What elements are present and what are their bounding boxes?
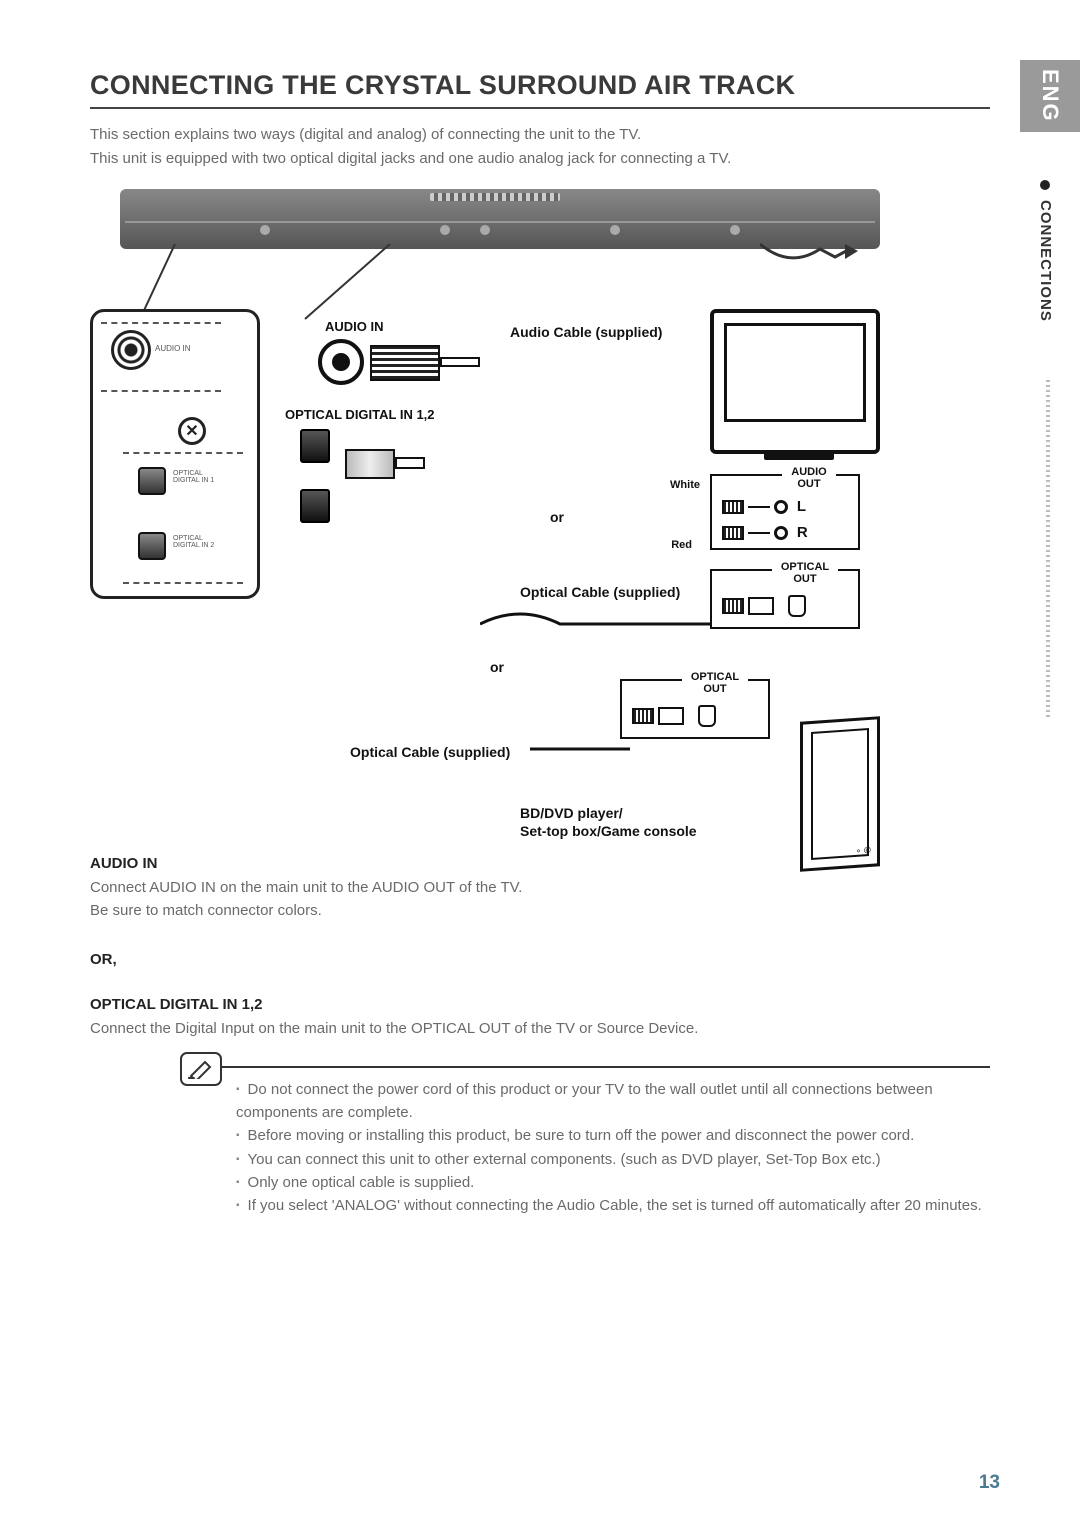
optical-jack-icon [698,705,716,727]
rca-plug-icon [370,345,440,381]
rca-jack-icon [774,500,788,514]
white-label: White [670,479,700,491]
optical-out-row [632,705,758,727]
channel-l-label: L [797,498,806,515]
note-item: Before moving or installing this product… [236,1124,990,1147]
page-title: CONNECTING THE CRYSTAL SURROUND AIR TRAC… [90,70,990,109]
rca-plug-icon [722,500,744,514]
optical-port-icon [300,489,330,523]
settop-box-illustration: ∘ ⦾ [800,716,880,872]
optical-cable-label-2: Optical Cable (supplied) [350,744,510,760]
section-bullet-icon [1040,180,1050,190]
panel-optical-1-label: OPTICALDIGITAL IN 1 [173,470,214,484]
intro-text: This section explains two ways (digital … [90,123,990,171]
optical-connector-icon [748,597,774,615]
note-item: You can connect this unit to other exter… [236,1148,990,1171]
tv-illustration [710,309,880,454]
audio-out-box: AUDIO OUT L R [710,474,860,550]
optical-out-row [722,595,848,617]
device-label: BD/DVD player/ Set-top box/Game console [520,804,697,840]
optical-plug-icon [632,708,654,724]
optical-connector-icon [658,707,684,725]
note-icon [180,1052,222,1086]
optical-plug-icon [345,449,395,479]
note-list: Do not connect the power cord of this pr… [236,1078,990,1218]
audio-in-body-1: Connect AUDIO IN on the main unit to the… [90,879,522,896]
language-tab: ENG [1020,60,1080,132]
rca-tip-icon [440,357,480,367]
channel-r-label: R [797,524,808,541]
panel-optical-port-2 [138,532,166,560]
note-block: Do not connect the power cord of this pr… [180,1066,990,1218]
panel-x-icon: ✕ [178,417,206,445]
soundbar-illustration [120,189,880,249]
rca-jack-icon [774,526,788,540]
audio-in-label: AUDIO IN [325,319,384,334]
audio-out-label: AUDIO OUT [782,466,836,490]
optical-out-box-2: OPTICAL OUT [620,679,770,739]
optical-in-heading: OPTICAL DIGITAL IN 1,2 [90,996,990,1013]
connector-line [748,532,770,534]
optical-cable-line [530,739,630,759]
audio-in-body: Connect AUDIO IN on the main unit to the… [90,876,990,923]
settop-box-inner [811,728,869,860]
note-item: Only one optical cable is supplied. [236,1171,990,1194]
optical-out-label: OPTICAL OUT [772,561,838,585]
power-cord-icon [760,239,860,279]
optical-out-box-1: OPTICAL OUT [710,569,860,629]
optical-in-body: Connect the Digital Input on the main un… [90,1017,990,1040]
section-side-label: CONNECTIONS [1037,200,1054,322]
panel-optical-port-1 [138,467,166,495]
soundbar-button [480,225,490,235]
optical-connector-icon [395,457,425,469]
optical-plug-icon [722,598,744,614]
soundbar-button [610,225,620,235]
connection-diagram: AUDIO IN ✕ OPTICALDIGITAL IN 1 OPTICALDI… [90,189,880,869]
intro-line-2: This unit is equipped with two optical d… [90,150,731,167]
panel-optical-2-label: OPTICALDIGITAL IN 2 [173,535,214,549]
or-heading: OR, [90,951,990,968]
audio-out-l-row: L [722,498,848,516]
soundbar-seam [125,221,875,223]
tv-stand [764,450,834,460]
optical-cable-label-1: Optical Cable (supplied) [520,584,680,600]
soundbar-button [730,225,740,235]
rca-plug-icon [722,526,744,540]
or-label-1: or [550,509,564,525]
manual-page: CONNECTING THE CRYSTAL SURROUND AIR TRAC… [0,0,1080,1528]
audio-in-body-2: Be sure to match connector colors. [90,902,322,919]
panel-audio-in-jack [111,330,151,370]
tv-screen [724,323,866,422]
optical-out-label: OPTICAL OUT [682,671,748,695]
optical-port-icon [300,429,330,463]
soundbar-display [430,193,560,201]
optical-jack-icon [788,595,806,617]
intro-line-1: This section explains two ways (digital … [90,126,641,143]
soundbar-back-panel: AUDIO IN ✕ OPTICALDIGITAL IN 1 OPTICALDI… [90,309,260,599]
language-label: ENG [1037,69,1063,123]
optical-in-label: OPTICAL DIGITAL IN 1,2 [285,407,435,422]
page-number: 13 [979,1472,1000,1494]
note-item: Do not connect the power cord of this pr… [236,1078,990,1125]
note-item: If you select 'ANALOG' without connectin… [236,1194,990,1217]
side-dashed-line [1046,380,1050,720]
panel-audio-label: AUDIO IN [155,344,191,353]
panel-divider [123,452,243,454]
soundbar-button [440,225,450,235]
panel-divider [123,582,243,584]
panel-divider [101,322,221,324]
soundbar-button [260,225,270,235]
audio-in-jack-icon [318,339,364,385]
connector-line [748,506,770,508]
panel-divider [101,390,221,392]
or-label-2: or [490,659,504,675]
audio-out-r-row: R [722,524,848,542]
audio-cable-label: Audio Cable (supplied) [510,324,662,340]
optical-cable-line [480,609,710,639]
red-label: Red [671,539,692,551]
